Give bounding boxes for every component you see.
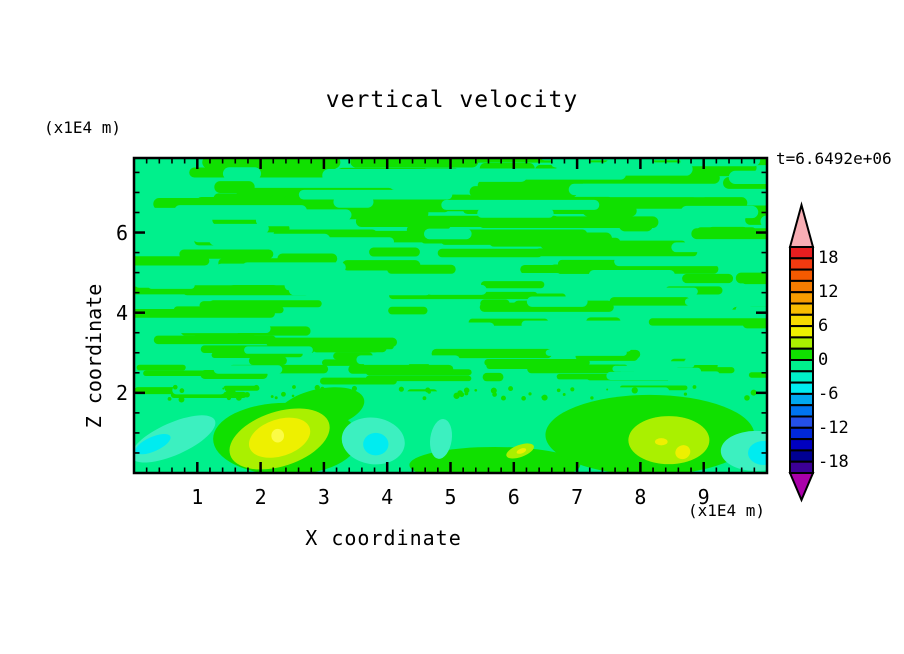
feature-cyan-patch-left xyxy=(135,433,171,455)
y-tick-label-6: 6 xyxy=(115,220,128,245)
colorbar-segment xyxy=(789,257,814,271)
feature-updraft-right-yellow-2 xyxy=(675,445,691,460)
x-tick-label-8: 8 xyxy=(634,485,647,509)
feature-updraft-right-chartreuse xyxy=(628,416,710,465)
colorbar-tick-label-6: 6 xyxy=(818,316,829,337)
colorbar-tick-label-12: 12 xyxy=(818,282,839,303)
colorbar-segment xyxy=(789,325,814,339)
feature-cyan-patch-mid xyxy=(363,432,389,456)
x-tick-label-7: 7 xyxy=(571,485,584,509)
x-tick-label-3: 3 xyxy=(317,485,330,509)
colorbar-tick-label--6: -6 xyxy=(818,383,839,404)
x-tick-label-5: 5 xyxy=(444,485,457,509)
colorbar-segment xyxy=(789,313,814,328)
y-tick-label-2: 2 xyxy=(115,380,128,405)
colorbar-segment xyxy=(789,291,814,305)
colorbar-tick-label--12: -12 xyxy=(818,417,849,438)
colorbar-segment xyxy=(789,438,814,452)
colorbar xyxy=(788,201,815,503)
colorbar-segment xyxy=(789,246,814,260)
colorbar-segment xyxy=(789,449,814,463)
colorbar-tick-label-0: 0 xyxy=(818,350,829,370)
feature-updraft-left-core xyxy=(271,428,285,443)
colorbar-segment xyxy=(789,370,814,384)
colorbar-segment xyxy=(789,359,814,373)
colorbar-segment xyxy=(789,336,814,350)
feature-turquoise-sliver-mid xyxy=(429,419,453,459)
colorbar-tick-label--18: -18 xyxy=(818,451,849,472)
colorbar-under-arrow xyxy=(788,472,815,503)
x-tick-label-6: 6 xyxy=(507,485,520,509)
x-axis-title: X coordinate xyxy=(305,526,462,550)
x-axis-unit-label: (x1E4 m) xyxy=(688,501,766,520)
colorbar-segment xyxy=(789,279,814,294)
time-annotation: t=6.6492e+06 xyxy=(776,149,892,168)
colorbar-segment xyxy=(789,460,814,475)
feature-cyan-patch-right-corner xyxy=(748,440,766,465)
colorbar-segment xyxy=(789,268,814,282)
colorbar-over-arrow xyxy=(788,201,815,248)
feature-updraft-right-yellow-1 xyxy=(654,438,668,446)
colorbar-segment xyxy=(789,381,814,395)
x-tick-label-9: 9 xyxy=(697,485,710,509)
x-tick-label-1: 1 xyxy=(191,485,204,509)
y-tick-label-4: 4 xyxy=(115,300,128,325)
x-tick-label-2: 2 xyxy=(254,485,267,509)
colorbar-tick-label-18: 18 xyxy=(818,248,839,269)
feature-updraft-mid-yellow xyxy=(516,448,527,454)
feature-green-region-bottom-mid xyxy=(409,446,581,472)
colorbar-segment xyxy=(789,404,814,418)
colorbar-segment xyxy=(789,347,814,362)
contour-field xyxy=(135,159,766,472)
axis-ticks xyxy=(134,158,767,473)
colorbar-segment xyxy=(789,392,814,407)
x-tick-label-4: 4 xyxy=(381,485,394,509)
plot-title: vertical velocity xyxy=(325,87,579,113)
colorbar-segment xyxy=(789,426,814,441)
y-axis-title: Z coordinate xyxy=(82,283,106,429)
y-axis-unit-label: (x1E4 m) xyxy=(44,118,122,137)
colorbar-segment xyxy=(789,415,814,429)
colorbar-segment xyxy=(789,302,814,316)
